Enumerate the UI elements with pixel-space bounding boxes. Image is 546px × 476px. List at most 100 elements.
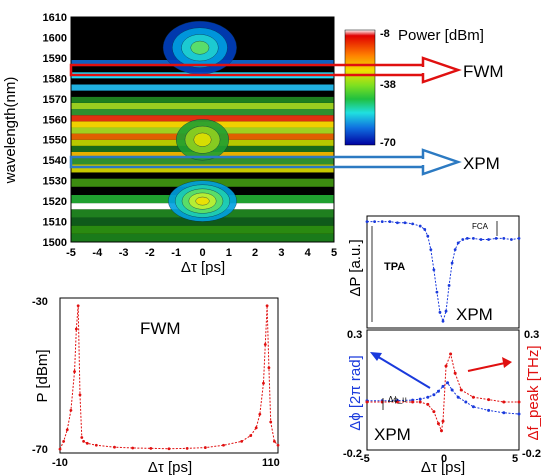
heatmap-y-tick: 1530 [43, 176, 67, 188]
dp-series-point [423, 228, 427, 231]
phase-x-tick-right: 5 [512, 453, 518, 465]
phase-series-red-point [444, 364, 448, 368]
dp-series-point [388, 220, 392, 224]
phase-series-red-point [441, 419, 445, 423]
dp-panel: TPA FCA XPM ΔP [a.u.] [347, 215, 521, 329]
heatmap-x-tick: -4 [92, 247, 103, 259]
dp-series-point [403, 221, 407, 225]
phase-series-red-line [367, 352, 519, 433]
fwm-series-point [73, 370, 76, 374]
phase-x-tick-mid: 0 [441, 453, 447, 465]
dp-series-point [444, 309, 448, 313]
heatmap-band-20 [71, 96, 334, 103]
heatmap-y-tick: 1590 [43, 53, 67, 65]
phase-y-tick-bottom: -0.2 [343, 448, 362, 460]
heatmap-panel: -5 -4 -3 -2 -1 0 1 2 3 4 5 1500 1510 1520 1530 1540 155… [2, 12, 337, 276]
dp-series-point [429, 248, 433, 252]
fwm-y-tick-top: -30 [32, 296, 48, 308]
dp-series-point [472, 237, 475, 240]
dp-series-point [502, 237, 506, 240]
heatmap-y-tick: 1500 [43, 237, 67, 249]
fwm-series-point [269, 420, 273, 424]
dp-series-point [418, 224, 422, 228]
colorbar-gradient [344, 29, 376, 146]
phase-series-blue-point [441, 384, 445, 388]
heatmap-x-ticks: -5 -4 -3 -2 -1 0 1 2 3 4 5 [66, 247, 337, 259]
heatmap-x-tick: -2 [145, 247, 155, 259]
heatmap-x-label: Δτ [ps] [181, 259, 225, 276]
dp-series-point [456, 241, 460, 245]
phase-y-tick-top: 0.3 [347, 329, 362, 341]
fwm-series-point [149, 446, 153, 450]
heatmap-band-17 [71, 115, 334, 122]
colorbar: -8 -38 -70 Power [dBm] [344, 27, 484, 149]
dp-series-point [365, 220, 369, 224]
phase-x-label: Δτ [ps] [421, 459, 465, 476]
phase-series-red-point [471, 395, 475, 399]
phase-y-label-right: Δf_peak [THz] [525, 345, 542, 440]
phi-u-annotation: Δϕ_u [388, 395, 407, 404]
phase-series-blue-point [426, 395, 430, 399]
fwm-series-line [59, 305, 279, 450]
heatmap-band-23 [71, 78, 334, 85]
dp-series-point [447, 284, 451, 287]
heatmap-y-tick: 1560 [43, 114, 67, 126]
phase-series [365, 352, 521, 433]
phase-series-blue-point [471, 405, 475, 409]
fwm-series-point [262, 381, 265, 385]
phase-series-red-point [449, 352, 453, 356]
heatmap-band-21 [71, 90, 334, 97]
heatmap-y-tick: 1550 [43, 135, 67, 147]
heatmap-y-tick: 1510 [43, 217, 67, 229]
heatmap-x-tick: 2 [252, 247, 258, 259]
phase-series-blue-point [418, 397, 422, 401]
phase-series-blue-point [517, 412, 521, 416]
dp-xpm-annotation: XPM [456, 305, 493, 324]
fwm-series-point [258, 412, 262, 416]
fwm-annotation: FWM [140, 319, 181, 338]
heatmap-blobs [162, 20, 237, 222]
phase-x-tick-left: -5 [360, 453, 370, 465]
dp-series-point [450, 261, 454, 265]
phase-series-blue-point [487, 408, 491, 412]
dp-series-point [373, 220, 376, 224]
heatmap-x-tick: 4 [305, 247, 312, 259]
dp-series-line [367, 221, 520, 323]
fwm-series-point [203, 446, 207, 449]
fwm-series-point [74, 327, 78, 331]
heatmap-x-tick: -3 [119, 247, 129, 259]
fwm-y-tick-bottom: -70 [32, 444, 48, 456]
heatmap-band-1 [71, 225, 334, 234]
dp-series-point [510, 238, 513, 241]
dp-series-point [441, 319, 445, 323]
colorbar-tick-mid: -38 [380, 79, 396, 91]
dp-series-point [453, 248, 457, 252]
fwm-series [58, 304, 280, 451]
phase-series-red-point [459, 388, 463, 392]
dp-series [365, 220, 521, 323]
heatmap-y-tick: 1570 [43, 94, 67, 106]
fwm-series-point [85, 441, 89, 445]
fwm-series-point [272, 439, 276, 443]
fwm-series-point [263, 343, 267, 346]
heatmap-y-tick: 1610 [43, 12, 67, 24]
phase-y-label-left: Δϕ [2π rad] [347, 355, 364, 430]
fwm-series-point [276, 443, 280, 447]
fwm-series-point [65, 428, 69, 432]
fwm-series-point [254, 426, 258, 430]
heatmap-blob-0-level-4 [195, 196, 210, 206]
fwm-series-point [240, 439, 244, 443]
fwm-series-point [167, 447, 171, 451]
fwm-x-label: Δτ [ps] [148, 459, 192, 476]
dp-series-point [494, 237, 498, 240]
heatmap-y-tick: 1580 [43, 73, 67, 85]
dp-series-point [517, 237, 521, 240]
heatmap-band-22 [71, 84, 334, 91]
phase-series-red-point [411, 400, 415, 404]
phase-series-red-point [426, 402, 430, 406]
dp-series-point [435, 290, 439, 294]
phase-series-blue-point [432, 393, 436, 397]
fwm-series-point [80, 436, 84, 439]
phase-series-red-point [453, 371, 457, 375]
heatmap-band-18 [71, 109, 334, 116]
